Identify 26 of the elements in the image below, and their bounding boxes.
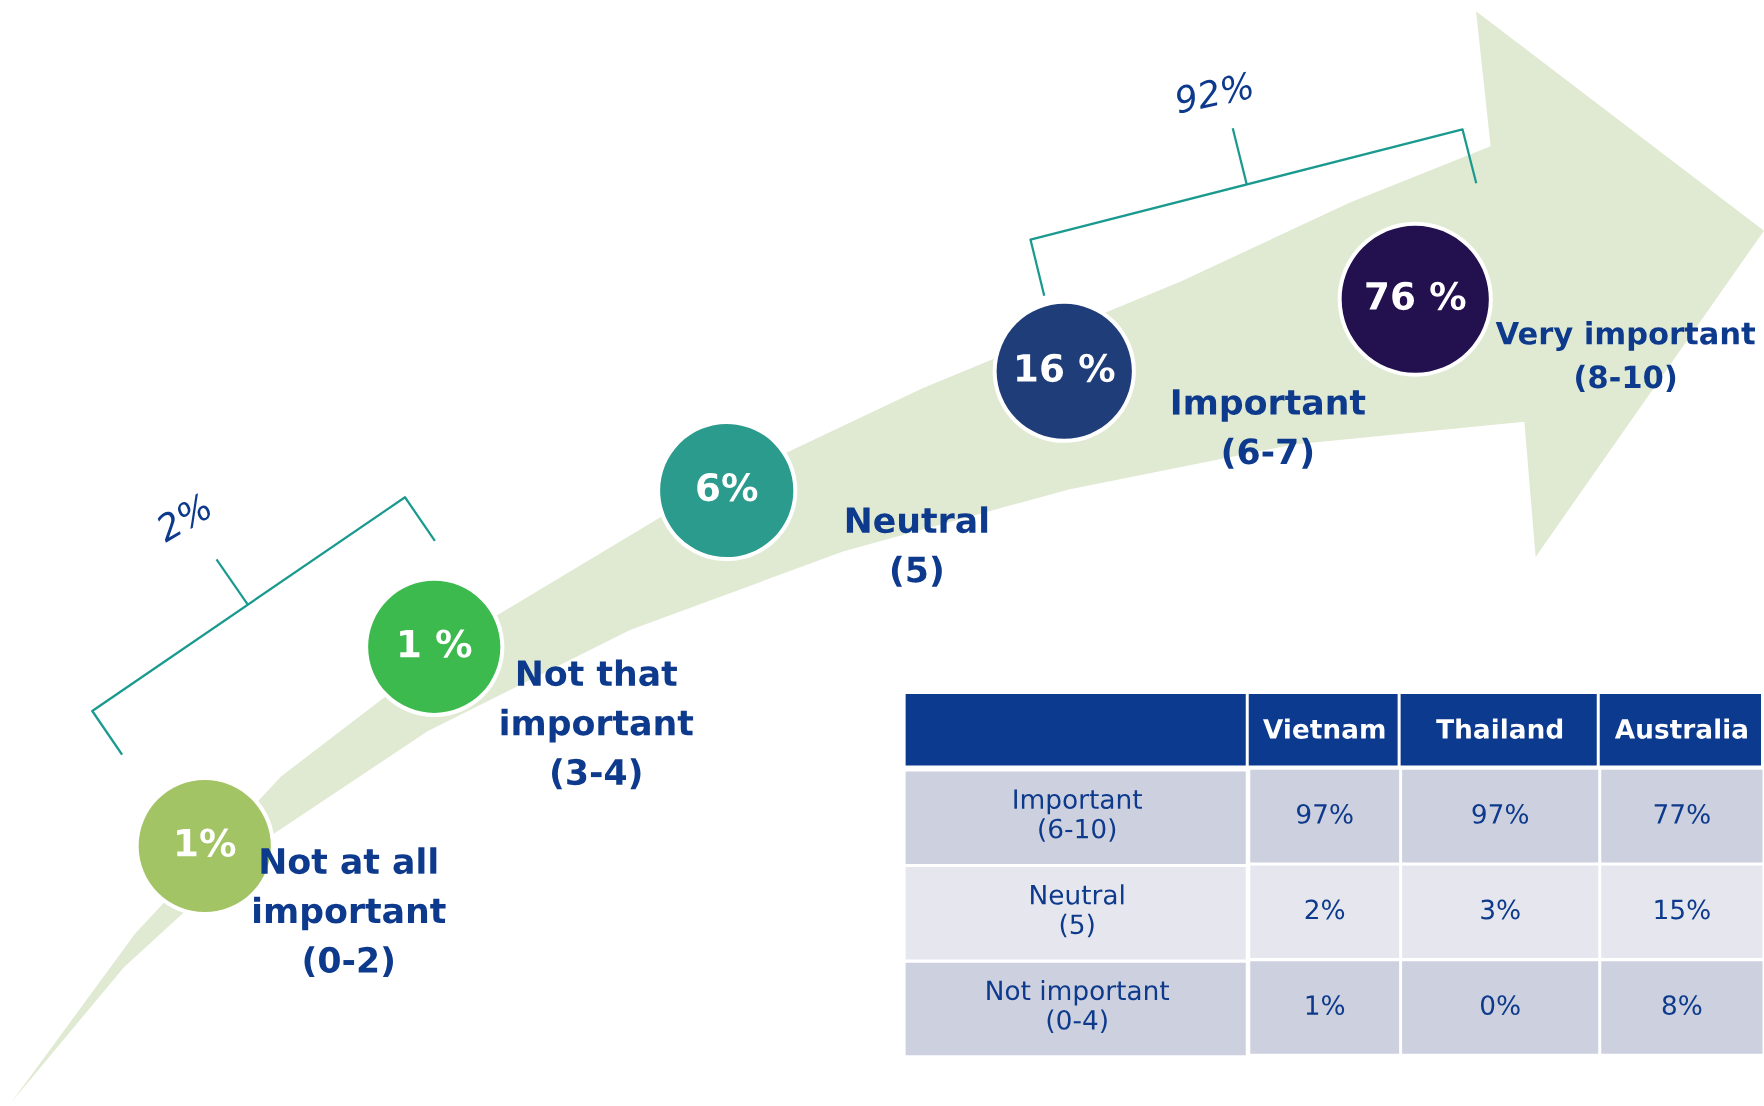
- category-label: Neutral (5): [846, 506, 988, 587]
- text: 0%: [1481, 995, 1520, 1016]
- text: 97%: [1472, 803, 1529, 824]
- data-label: 6%: [697, 473, 758, 502]
- data-label: 76 %: [1366, 281, 1466, 311]
- category-label: Very important (8-10): [1495, 321, 1755, 393]
- category-label: Important (6-7): [1172, 389, 1366, 469]
- category-label: Important (6-10): [1014, 789, 1142, 842]
- category-label: Thailand: [1436, 718, 1563, 739]
- text: 1%: [1306, 995, 1345, 1016]
- data-label: 1 %: [400, 629, 472, 658]
- category-label: Australia: [1614, 718, 1747, 739]
- category-label: Neutral (5): [1031, 884, 1124, 938]
- category-label: Not that important (3-4): [501, 659, 694, 790]
- text: 2%: [1305, 899, 1345, 920]
- category-label: Vietnam: [1263, 718, 1385, 739]
- text: 8%: [1662, 995, 1702, 1016]
- data-label: 1%: [177, 828, 236, 857]
- text: 97%: [1297, 803, 1353, 824]
- category-label: Not important (0-4): [987, 979, 1170, 1033]
- text: 92%: [1173, 71, 1254, 114]
- text: 3%: [1481, 899, 1520, 920]
- text: 15%: [1655, 899, 1710, 920]
- text: 77%: [1654, 803, 1710, 824]
- text: 2%: [152, 492, 213, 544]
- data-label: 16 %: [1017, 353, 1115, 383]
